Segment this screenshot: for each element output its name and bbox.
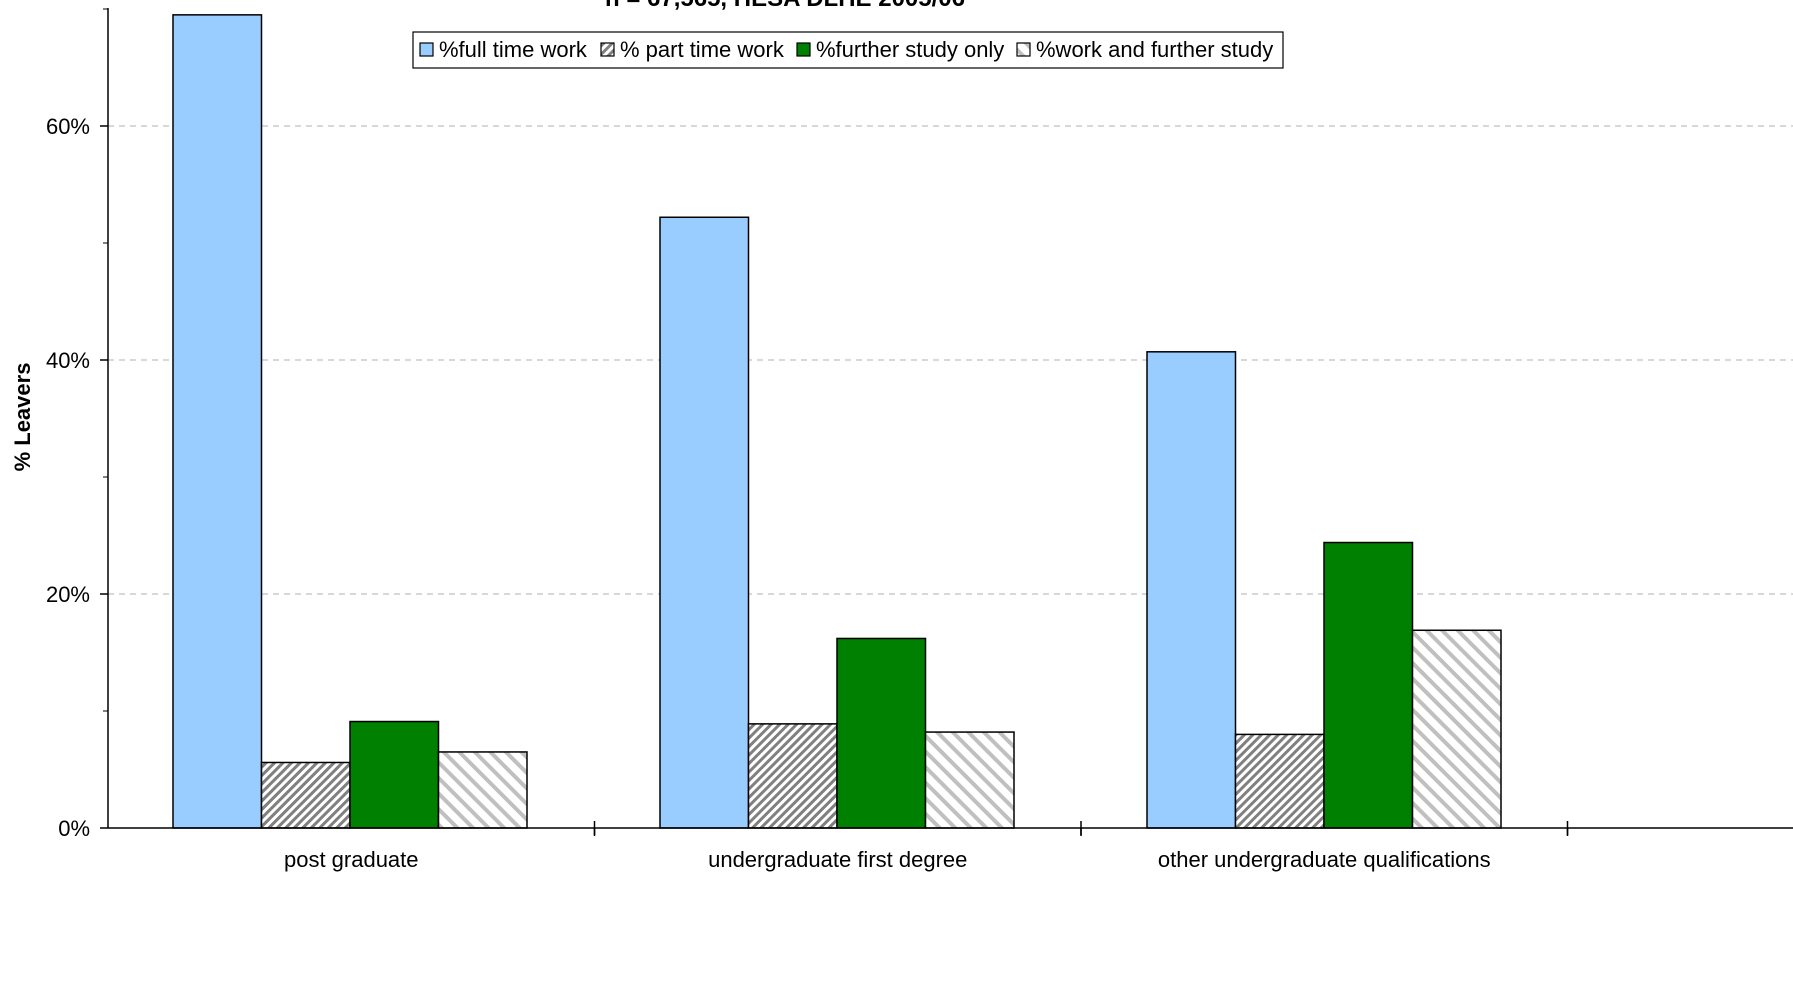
bar	[172, 14, 263, 829]
chart-title: n = 67,565, HESA DLHE 2005/06	[605, 0, 965, 12]
y-tick-label: 20%	[46, 582, 90, 607]
y-tick-label: 40%	[46, 348, 90, 373]
legend: %full time work % part time work %further …	[412, 31, 1284, 69]
gridlines	[108, 125, 1793, 595]
ticks: 0% 20% 40% 60% post graduate undergraduate fi…	[46, 8, 1569, 872]
bar	[747, 723, 838, 829]
legend-swatch	[419, 42, 434, 57]
bar	[924, 731, 1015, 829]
bar	[1323, 541, 1414, 829]
x-category-label: undergraduate first degree	[708, 847, 967, 872]
bar	[1146, 351, 1237, 829]
bars	[172, 14, 1502, 829]
bar	[349, 720, 440, 829]
bar	[659, 216, 750, 829]
legend-label: %full time work	[439, 37, 588, 62]
legend-swatch	[1016, 42, 1031, 57]
legend-swatch	[796, 42, 811, 57]
bar	[260, 761, 351, 829]
x-category-label: other undergraduate qualifications	[1158, 847, 1491, 872]
legend-label: %work and further study	[1036, 37, 1273, 62]
y-axis-title: % Leavers	[10, 363, 35, 472]
legend-box	[412, 31, 1284, 69]
x-category-label: post graduate	[284, 847, 419, 872]
bar	[1411, 629, 1502, 829]
bar	[437, 751, 528, 829]
bar	[836, 637, 927, 829]
axes	[107, 8, 1793, 829]
legend-swatch	[600, 42, 615, 57]
legend-label: % part time work	[620, 37, 785, 62]
legend-label: %further study only	[816, 37, 1004, 62]
bar	[1234, 733, 1325, 829]
y-tick-label: 60%	[46, 114, 90, 139]
y-tick-label: 0%	[58, 816, 90, 841]
